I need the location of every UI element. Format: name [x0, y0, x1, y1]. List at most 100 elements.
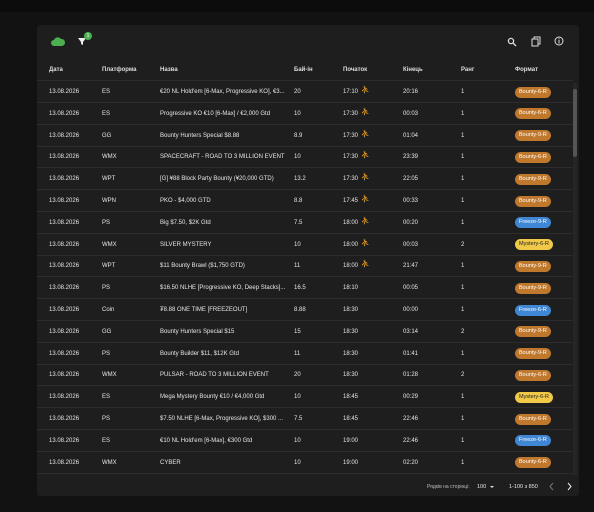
cell-start: 18:10	[343, 285, 359, 292]
cell-platform: WMX	[102, 241, 117, 248]
header-date: Дата	[49, 67, 63, 73]
cell-platform: Coin	[102, 307, 115, 313]
row-separator	[37, 341, 573, 343]
info-icon[interactable]	[554, 36, 564, 46]
format-badge: Bounty-9-R	[515, 195, 551, 207]
cell-end: 22:05	[403, 176, 419, 183]
row-separator	[37, 232, 573, 234]
cell-rank: 1	[461, 110, 465, 117]
cell-end: 02:20	[403, 459, 419, 466]
row-separator	[37, 320, 573, 321]
format-badge: Bounty-9-R	[515, 282, 551, 294]
scrollbar[interactable]	[573, 83, 577, 475]
cell-buy-in: 10	[294, 394, 301, 401]
cell-platform: PS	[102, 350, 111, 357]
cell-start: 19:00	[343, 459, 359, 466]
cell-end: 00:03	[403, 110, 419, 117]
cell-start: 18:00	[343, 219, 359, 226]
cell-name: PULSAR - ROAD TO 3 MILLION EVENT	[160, 372, 269, 379]
cell-end: 00:29	[403, 394, 419, 401]
cell-buy-in: 7.5	[294, 219, 303, 226]
cell-name: €20 NL Hold'em [6-Max, Progressive KO], …	[160, 89, 285, 95]
format-badge: Bounty-9-R	[515, 173, 551, 185]
cell-rank: 1	[461, 176, 465, 183]
cell-date: 13.08.2026	[49, 394, 80, 401]
prev-page[interactable]	[548, 482, 556, 491]
cell-start: 17:30	[343, 110, 359, 117]
cell-buy-in: 15	[294, 328, 301, 335]
page-range: 1-100 з 850	[509, 484, 538, 490]
search-icon[interactable]	[507, 37, 517, 47]
cell-buy-in: 8.8	[294, 198, 303, 204]
cell-date: 13.08.2026	[49, 285, 80, 292]
cell-platform: WMX	[102, 154, 117, 161]
header-end: Кінець	[403, 67, 423, 73]
format-badge: Bounty-6-R	[515, 86, 551, 98]
cell-date: 13.08.2026	[49, 372, 80, 379]
cell-platform: ES	[102, 394, 111, 401]
row-separator	[37, 407, 573, 409]
dropdown-icon[interactable]	[489, 484, 495, 490]
format-badge: Freeze-6-R	[515, 304, 551, 316]
cell-start: 18:45	[343, 416, 359, 422]
cell-name: $11 Bounty Brawl ($1,750 GTD)	[160, 263, 245, 270]
late-reg-icon: ⛹	[361, 108, 370, 116]
cell-date: 13.08.2026	[49, 307, 80, 313]
cell-rank: 2	[461, 328, 465, 335]
table-panel: 1 Дата Платформа Назва Бай-ін Початок Кінець Р…	[37, 25, 579, 496]
cell-buy-in: 20	[294, 89, 301, 95]
cell-start: 18:00	[343, 241, 359, 248]
cell-name: Big $7.50, $2K Gtd	[160, 219, 211, 226]
cell-buy-in: 11	[294, 263, 301, 270]
cell-buy-in: 10	[294, 437, 301, 444]
cell-platform: WPT	[102, 176, 116, 183]
cell-start: 18:45	[343, 394, 359, 401]
cell-start: 17:30	[343, 176, 359, 183]
row-separator	[37, 363, 573, 365]
scroll-thumb[interactable]	[573, 89, 577, 157]
copy-icon[interactable]	[531, 36, 541, 47]
cell-platform: WPT	[102, 263, 116, 270]
cell-buy-in: 13.2	[294, 176, 306, 183]
cell-platform: ES	[102, 89, 111, 95]
cell-start: 17:30	[343, 154, 359, 161]
format-badge: Bounty-6-R	[515, 369, 551, 381]
format-badge: Bounty-9-R	[515, 130, 551, 142]
cell-name: PKO - $4,000 GTD	[160, 198, 211, 204]
cell-rank: 1	[461, 132, 465, 139]
cell-name: Bounty Builder $11, $12K Gtd	[160, 350, 239, 357]
cell-name: SILVER MYSTERY	[160, 241, 212, 248]
rows-per-page[interactable]: 100	[477, 484, 487, 490]
cell-date: 13.08.2026	[49, 154, 80, 161]
cell-buy-in: 10	[294, 154, 301, 161]
cell-rank: 1	[461, 459, 465, 466]
cell-platform: ES	[102, 437, 111, 444]
filter-badge: 1	[84, 32, 92, 40]
cell-platform: PS	[102, 416, 111, 422]
format-badge: Bounty-6-R	[515, 151, 551, 163]
header-name: Назва	[160, 67, 178, 73]
format-badge: Freeze-9-R	[515, 217, 551, 229]
filter-icon[interactable]	[77, 36, 87, 46]
cell-rank: 1	[461, 198, 465, 204]
format-badge: Bounty-6-R	[515, 457, 551, 469]
cell-buy-in: 20	[294, 372, 301, 379]
cloud-icon[interactable]	[51, 37, 65, 47]
format-badge: Bounty-9-R	[515, 326, 551, 338]
row-separator	[37, 123, 573, 125]
cell-rank: 1	[461, 285, 465, 292]
cell-name: Bounty Hunters Special $8.88	[160, 132, 240, 139]
cell-start: 18:30	[343, 350, 359, 357]
cell-end: 22:46	[403, 416, 419, 422]
row-separator	[37, 254, 573, 256]
cell-rank: 2	[461, 241, 465, 248]
row-separator	[37, 189, 573, 191]
next-page[interactable]	[565, 482, 573, 491]
late-reg-icon: ⛹	[361, 130, 370, 138]
cell-date: 13.08.2026	[49, 176, 80, 183]
cell-platform: ES	[102, 110, 111, 117]
cell-rank: 1	[461, 219, 465, 226]
cell-end: 20:16	[403, 89, 419, 95]
cell-date: 13.08.2026	[49, 198, 80, 204]
